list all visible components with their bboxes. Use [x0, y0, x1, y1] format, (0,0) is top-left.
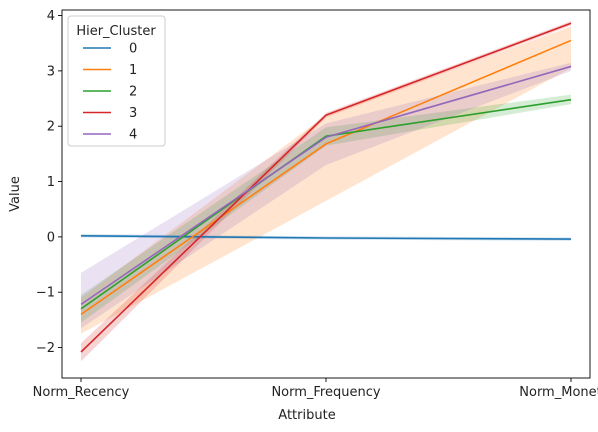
y-tick-label: 3	[47, 64, 55, 79]
x-axis: Norm_Recency Norm_Frequency Norm_Monetary	[33, 378, 598, 400]
series-line-3	[80, 22, 572, 353]
series-line-4	[80, 65, 572, 306]
y-axis: −2 −1 0 1 2 3 4	[36, 9, 62, 356]
y-axis-label: Value	[8, 176, 23, 212]
legend: Hier_Cluster 0 1 2 3 4	[67, 15, 166, 147]
legend-label-4: 4	[129, 128, 137, 143]
legend-label-3: 3	[129, 106, 137, 121]
series-lines	[80, 22, 572, 353]
series-line-1	[80, 39, 572, 316]
series-line-0	[80, 234, 572, 240]
legend-label-2: 2	[129, 85, 137, 100]
legend-label-0: 0	[129, 42, 137, 57]
ci-band-2	[81, 94, 571, 323]
ci-band-1	[81, 26, 571, 334]
x-tick-label: Norm_Recency	[33, 385, 130, 400]
y-tick-label: 4	[47, 9, 55, 24]
y-tick-label: 2	[47, 120, 55, 135]
legend-title: Hier_Cluster	[76, 24, 156, 39]
ci-band-4	[81, 62, 571, 329]
x-tick-label: Norm_Monetary	[519, 385, 598, 400]
y-tick-label: 1	[47, 175, 55, 190]
y-tick-label: −1	[36, 286, 55, 301]
y-tick-label: 0	[47, 230, 55, 245]
x-tick-label: Norm_Frequency	[271, 385, 380, 400]
y-tick-label: −2	[36, 341, 55, 356]
series-line-2	[80, 98, 572, 310]
legend-label-1: 1	[129, 63, 137, 78]
x-axis-label: Attribute	[278, 408, 335, 423]
